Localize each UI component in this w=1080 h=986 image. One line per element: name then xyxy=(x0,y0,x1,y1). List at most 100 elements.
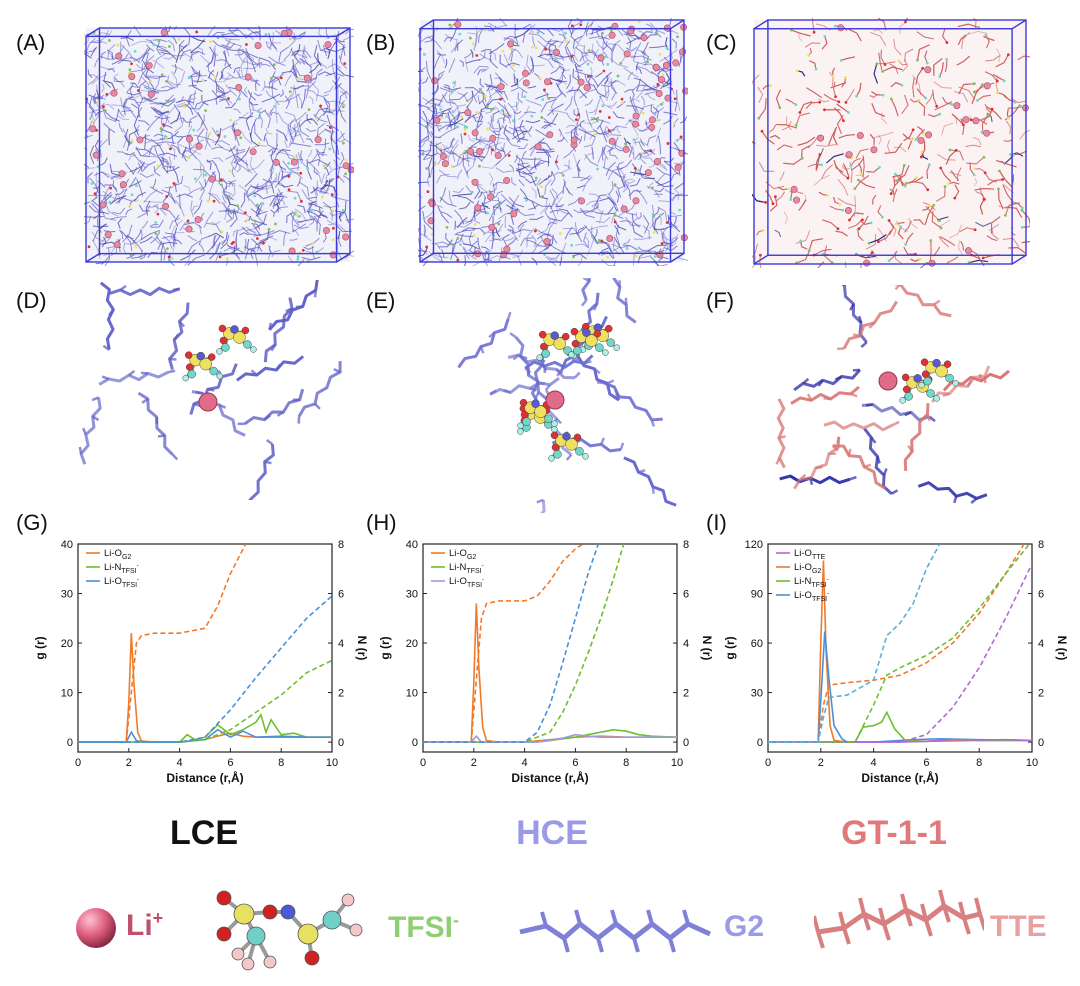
legend-tte: TTE xyxy=(990,910,1047,943)
x-tick-label: 8 xyxy=(623,757,629,769)
panel-label-e: (E) xyxy=(366,288,396,313)
x-axis-label: Distance (r,Å) xyxy=(861,770,938,785)
x-tick-label: 8 xyxy=(278,757,284,769)
series-line xyxy=(423,733,677,743)
series-line xyxy=(423,544,625,743)
legend-li-sup: + xyxy=(152,908,164,928)
series-line xyxy=(768,563,1032,743)
simulation-box-lce xyxy=(84,26,354,266)
y-tick-label: 10 xyxy=(61,688,73,700)
y-tick-label: 30 xyxy=(406,589,418,601)
panel-label-i: (I) xyxy=(706,510,727,535)
y2-tick-label: 4 xyxy=(338,638,344,650)
series-line xyxy=(78,544,247,743)
legend-entry: Li-OTFSI- xyxy=(794,590,829,603)
panel-label-d: (D) xyxy=(16,288,47,313)
y-tick-label: 40 xyxy=(61,539,73,551)
panel-label-h: (H) xyxy=(366,510,397,535)
x-tick-label: 8 xyxy=(976,757,982,769)
y-tick-label: 90 xyxy=(751,589,763,601)
y-tick-label: 60 xyxy=(751,638,763,650)
y2-tick-label: 2 xyxy=(1038,688,1044,700)
x-tick-label: 6 xyxy=(572,757,578,769)
y2-tick-label: 4 xyxy=(683,638,689,650)
li-ion-icon xyxy=(74,906,118,955)
panel-label-g: (G) xyxy=(16,510,48,535)
y2-tick-label: 6 xyxy=(338,589,344,601)
series-line xyxy=(423,603,677,743)
y-tick-label: 30 xyxy=(751,688,763,700)
y2-tick-label: 8 xyxy=(683,539,689,551)
y-tick-label: 0 xyxy=(757,737,763,749)
series-line xyxy=(768,544,1025,743)
x-tick-label: 2 xyxy=(471,757,477,769)
series-line xyxy=(768,631,1032,743)
x-tick-label: 10 xyxy=(671,757,683,769)
legend-li-text: Li xyxy=(126,909,153,942)
series-line xyxy=(768,560,1032,743)
y2-tick-label: 0 xyxy=(338,737,344,749)
y-tick-label: 40 xyxy=(406,539,418,551)
x-tick-label: 6 xyxy=(227,757,233,769)
series-line xyxy=(78,713,332,743)
series-line xyxy=(768,710,1032,743)
y2-tick-label: 2 xyxy=(338,688,344,700)
solvation-cluster-lce xyxy=(40,280,360,500)
x-tick-label: 2 xyxy=(818,757,824,769)
legend-tfsi-text: TFSI xyxy=(388,911,453,944)
y-tick-label: 10 xyxy=(406,688,418,700)
rdf-chart-hce: 0 2 4 6 8 10 0 10 20 30 40 0 2 4 6 8 Distance (r,Å) g (r)… xyxy=(365,530,715,810)
x-tick-label: 0 xyxy=(420,757,426,769)
legend-entry: Li-NTFSI- xyxy=(104,562,139,575)
y-tick-label: 0 xyxy=(412,737,418,749)
series-line xyxy=(78,633,332,743)
panel-label-c: (C) xyxy=(706,30,737,55)
legend-entry: Li-OTFSI- xyxy=(104,576,139,589)
simulation-box-gt xyxy=(752,18,1030,268)
x-tick-label: 2 xyxy=(126,757,132,769)
rdf-chart-gt: 0 2 4 6 8 10 0 30 60 90 120 0 2 4 6 8 Distance (r,Å) g (r… xyxy=(710,530,1070,810)
solvation-cluster-gt xyxy=(750,285,1020,515)
y-tick-label: 0 xyxy=(67,737,73,749)
legend-entry: Li-NTFSI- xyxy=(449,562,484,575)
y2-axis-label: N (r) xyxy=(700,636,714,661)
system-name-gt: GT-1-1 xyxy=(841,814,947,852)
y-axis-label: g (r) xyxy=(723,636,737,659)
y-axis-label: g (r) xyxy=(33,636,47,659)
y2-tick-label: 0 xyxy=(683,737,689,749)
x-axis-label: Distance (r,Å) xyxy=(511,770,588,785)
x-tick-label: 0 xyxy=(765,757,771,769)
series-line xyxy=(768,544,1030,743)
y-tick-label: 20 xyxy=(61,638,73,650)
series-line xyxy=(78,728,332,743)
panel-label-a: (A) xyxy=(16,30,46,55)
rdf-chart-lce: 0 2 4 6 8 10 0 10 20 30 40 0 2 4 6 8 Distance (r,Å) g (r)… xyxy=(20,530,370,810)
series-line xyxy=(423,544,584,743)
y2-tick-label: 2 xyxy=(683,688,689,700)
y2-tick-label: 6 xyxy=(1038,589,1044,601)
y2-tick-label: 4 xyxy=(1038,638,1044,650)
legend-entry: Li-OG2 xyxy=(794,562,821,575)
y2-axis-label: N (r) xyxy=(1055,636,1069,661)
system-name-lce: LCE xyxy=(170,814,238,852)
y-tick-label: 20 xyxy=(406,638,418,650)
series-line xyxy=(78,595,332,743)
legend-li: Li+ xyxy=(126,908,163,943)
x-tick-label: 4 xyxy=(177,757,183,769)
g2-molecule-icon xyxy=(516,888,716,963)
y2-tick-label: 8 xyxy=(338,539,344,551)
y-axis-label: g (r) xyxy=(378,636,392,659)
x-axis-label: Distance (r,Å) xyxy=(166,770,243,785)
x-tick-label: 4 xyxy=(871,757,877,769)
series-line xyxy=(423,544,600,743)
x-tick-label: 10 xyxy=(326,757,338,769)
series-line xyxy=(768,544,941,743)
legend-tfsi: TFSI- xyxy=(388,910,459,945)
legend-g2: G2 xyxy=(724,910,765,943)
simulation-box-hce xyxy=(418,18,688,266)
y2-tick-label: 8 xyxy=(1038,539,1044,551)
panel-label-f: (F) xyxy=(706,288,735,313)
x-tick-label: 4 xyxy=(522,757,528,769)
legend-entry: Li-NTFSI- xyxy=(794,576,829,589)
legend-entry: Li-OTTE xyxy=(794,548,826,561)
